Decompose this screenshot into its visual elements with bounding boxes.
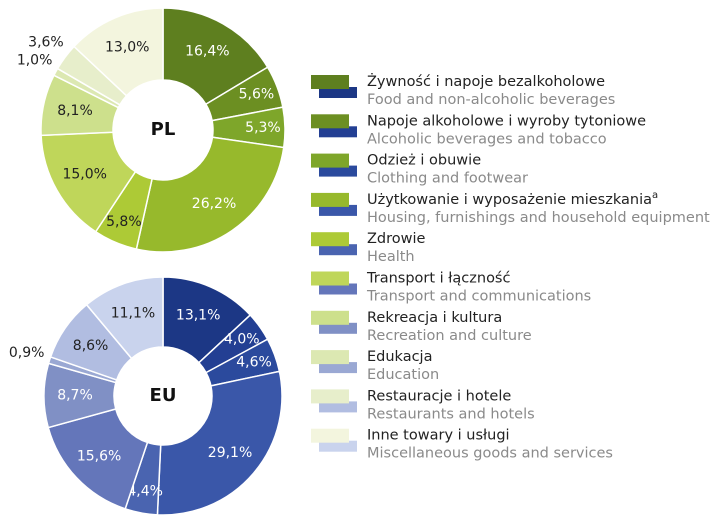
legend-label-pl: Restauracje i hotele	[367, 388, 511, 404]
donut-hole	[113, 80, 213, 180]
legend-swatch-eu	[319, 244, 357, 256]
legend-label: Food and non-alcoholic beverages	[367, 92, 615, 108]
slice-label: 13,0%	[105, 39, 149, 55]
legend-label-pl: Transport i łączność	[366, 271, 510, 287]
legend-swatch-eu	[319, 440, 357, 452]
legend-swatch-pl	[311, 192, 349, 207]
legend-swatch-eu	[319, 126, 357, 138]
legend-label: Zdrowie	[367, 231, 426, 247]
legend-label: Housing, furnishings and household equip…	[367, 207, 710, 226]
slice-label: 0,9%	[9, 345, 45, 361]
slice-label: 1,0%	[17, 52, 53, 68]
legend-swatch-pl	[311, 271, 349, 286]
legend-swatch-eu	[319, 283, 357, 295]
legend-swatch-eu	[319, 322, 357, 334]
legend-label: Żywność i napoje bezalkoholowe	[367, 72, 605, 90]
slice-label: 4,6%	[236, 354, 272, 370]
legend-swatch-pl	[311, 75, 349, 89]
legend-label: Education	[367, 367, 439, 383]
legend-swatch-eu	[319, 362, 357, 374]
legend-label-en: Health	[367, 249, 415, 265]
legend-label-en: Restaurants and hotels	[367, 406, 535, 422]
footnote-mark: a	[652, 189, 658, 200]
legend-swatch-pl	[311, 350, 349, 365]
legend-swatch-eu	[319, 165, 357, 177]
legend-swatch-eu	[319, 87, 357, 98]
legend-label: Alcoholic beverages and tobacco	[367, 131, 607, 147]
legend-label: Restaurants and hotels	[367, 406, 535, 422]
legend-label-pl: Napoje alkoholowe i wyroby tytoniowe	[367, 113, 646, 129]
legend-label: Clothing and footwear	[367, 171, 528, 187]
pie-title: PL	[151, 119, 176, 140]
slice-label: 8,1%	[57, 103, 93, 119]
donut-hole	[114, 347, 212, 445]
legend-swatch-pl	[311, 232, 349, 247]
legend-label: Edukacja	[367, 349, 432, 365]
legend-label: Transport and communications	[366, 289, 591, 305]
legend-label: Użytkowanie i wyposażenie mieszkaniaa	[367, 189, 658, 208]
slice-label: 15,6%	[77, 448, 121, 464]
legend-label: Transport i łączność	[366, 271, 510, 287]
slice	[135, 136, 285, 253]
legend-label-en: Education	[367, 367, 439, 383]
legend-label: Recreation and culture	[367, 328, 532, 344]
legend-label-pl: Edukacja	[367, 349, 432, 365]
legend-label: Miscellaneous goods and services	[367, 446, 613, 462]
slice-label: 4,0%	[224, 331, 260, 347]
legend-label-pl: Rekreacja i kultura	[367, 310, 502, 326]
legend-swatch-pl	[311, 389, 349, 404]
legend-label: Inne towary i usługi	[367, 428, 510, 444]
legend-swatch-pl	[311, 428, 349, 443]
legend-label-pl: Użytkowanie i wyposażenie mieszkania	[367, 192, 652, 208]
slice-label: 8,7%	[57, 388, 93, 404]
legend-label: Rekreacja i kultura	[367, 310, 502, 326]
legend-label-en: Recreation and culture	[367, 328, 532, 344]
legend-swatch-pl	[311, 153, 349, 168]
slice-label: 3,6%	[28, 35, 64, 51]
legend-swatch-eu	[319, 204, 357, 216]
slice-label: 8,6%	[73, 338, 109, 354]
legend-label-en: Food and non-alcoholic beverages	[367, 92, 615, 108]
legend-label: Napoje alkoholowe i wyroby tytoniowe	[367, 113, 646, 129]
legend-label: Odzież i obuwie	[367, 153, 481, 169]
slice-label: 13,1%	[176, 307, 220, 323]
slice-label: 15,0%	[62, 166, 106, 182]
legend-label-pl: Inne towary i usługi	[367, 428, 510, 444]
pie-title: EU	[150, 385, 177, 406]
legend-label: Health	[367, 249, 415, 265]
legend-label-en: Alcoholic beverages and tobacco	[367, 131, 607, 147]
slice-label: 29,1%	[208, 445, 252, 461]
legend-swatch-eu	[319, 401, 357, 413]
slice-label: 16,4%	[185, 44, 229, 60]
slice-label: 11,1%	[111, 305, 155, 321]
legend-swatch-pl	[311, 310, 349, 325]
legend-label-pl: Zdrowie	[367, 231, 426, 247]
slice-label: 5,6%	[239, 86, 275, 102]
legend-label-en: Housing, furnishings and household equip…	[367, 210, 710, 226]
slice-label: 5,3%	[245, 120, 281, 136]
slice-label: 4,4%	[127, 483, 163, 499]
legend-label-en: Clothing and footwear	[367, 171, 528, 187]
legend-label: Restauracje i hotele	[367, 388, 511, 404]
slice-label: 5,8%	[106, 214, 142, 230]
legend-label-pl: Żywność i napoje bezalkoholowe	[367, 72, 605, 90]
legend-label-pl: Odzież i obuwie	[367, 153, 481, 169]
slice-label: 26,2%	[192, 196, 236, 212]
legend-label-en: Miscellaneous goods and services	[367, 446, 613, 462]
legend-label-en: Transport and communications	[366, 289, 591, 305]
legend-swatch-pl	[311, 114, 349, 129]
